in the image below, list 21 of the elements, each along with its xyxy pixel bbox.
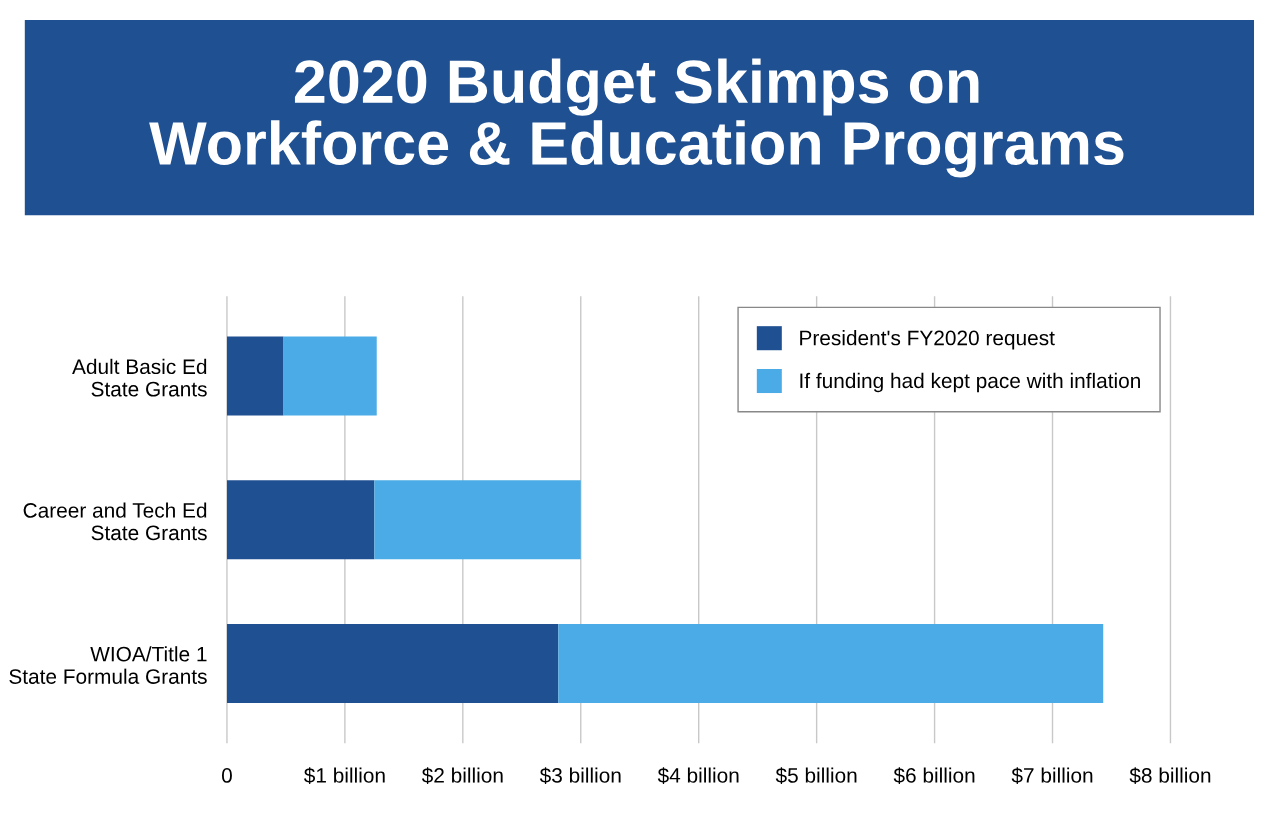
bar: [226, 480, 375, 560]
x-tick-label: $8 billion: [1129, 767, 1211, 785]
chart-title: 2020 Budget Skimps on Workforce & Education Programs: [149, 58, 1124, 178]
bar: [226, 336, 284, 416]
x-tick-label: $7 billion: [1011, 767, 1093, 785]
x-tick-label: $3 billion: [539, 767, 621, 785]
legend-label: President's FY2020 request: [800, 330, 1055, 350]
bar: [226, 623, 559, 703]
x-tick-label: $2 billion: [421, 767, 503, 785]
x-tick-label: $1 billion: [304, 767, 385, 785]
y-tick-label: Adult Basic Ed State Grants: [72, 358, 207, 397]
x-tick-label: $5 billion: [775, 767, 857, 785]
x-tick-label: 0: [221, 768, 232, 783]
x-tick-label: $4 billion: [657, 767, 739, 785]
legend-label: If funding had kept pace with inflation: [800, 372, 1140, 393]
bar: [283, 336, 377, 416]
bar: [558, 623, 1104, 703]
y-tick-label: WIOA/Title 1 State Formula Grants: [9, 646, 207, 684]
bar: [374, 480, 581, 560]
x-tick-label: $6 billion: [893, 767, 975, 785]
y-tick-label: Career and Tech Ed State Grants: [23, 502, 207, 541]
